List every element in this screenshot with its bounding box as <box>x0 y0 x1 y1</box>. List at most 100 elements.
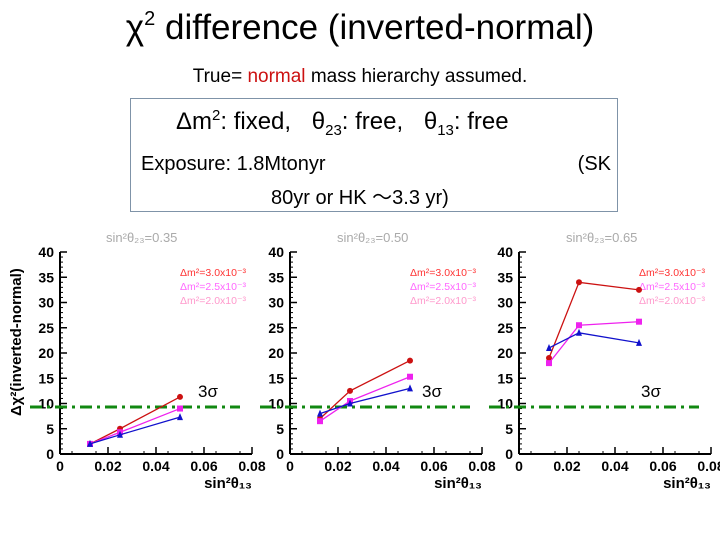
panel2-y-tick-label: 30 <box>268 295 284 311</box>
panel3-data-point-triangle <box>546 343 552 351</box>
chi-symbol: χ <box>125 8 145 47</box>
panel1-x-tick-label: 0.06 <box>190 458 217 474</box>
panel2-x-tick-label: 0.06 <box>420 458 447 474</box>
panel3-data-point-circle <box>546 355 552 362</box>
panel2-y-tick-label: 5 <box>276 421 284 437</box>
panel2-legend-entry: Δm²=3.0x10⁻³ <box>410 267 476 279</box>
panel3-legend-entry: Δm²=2.0x10⁻³ <box>639 295 705 307</box>
panel1-legend-entry: Δm²=2.0x10⁻³ <box>180 295 246 307</box>
panel3-data-point-square <box>636 318 642 325</box>
panel2-x-tick-label: 0.02 <box>324 458 351 474</box>
panel2-legend-entry: Δm²=2.0x10⁻³ <box>410 295 476 307</box>
panel3-legend-entry: Δm²=2.5x10⁻³ <box>639 281 705 293</box>
panel2-y-tick-label: 10 <box>268 396 284 412</box>
panel1-series-line <box>89 407 181 445</box>
panel3-y-tick-label: 35 <box>497 269 513 285</box>
subtitle: True= normal mass hierarchy assumed. <box>0 66 720 88</box>
panel3-legend-entry: Δm²=3.0x10⁻³ <box>639 267 705 279</box>
theta23-status: : free, <box>341 108 404 135</box>
panel2-x-tick-label: 0.08 <box>468 458 495 474</box>
panel3-data-point-circle <box>636 286 642 293</box>
panel3-data-point-square <box>576 322 582 329</box>
panel3-x-tick-label: 0.08 <box>697 458 720 474</box>
panel3-y-tick-label: 10 <box>497 396 513 412</box>
panel1-y-axis-label: Δχ²(inverted-normal) <box>8 268 25 416</box>
panel3-series-line <box>548 321 640 364</box>
panel1-y-tick-label: 0 <box>46 446 54 462</box>
panel2-y-tick-label: 15 <box>268 370 284 386</box>
theta13-subscript: 13 <box>437 121 454 139</box>
chi-exponent: 2 <box>144 8 156 30</box>
panel1-data-point-circle <box>177 393 183 400</box>
panel1-legend-entry: Δm²=2.5x10⁻³ <box>180 281 246 293</box>
panel2-data-point-square <box>317 418 323 425</box>
theta23-subscript: 23 <box>325 121 342 139</box>
panel3-title: sin²θ₂₃=0.65 <box>566 230 637 245</box>
dm2-status: : fixed, <box>220 108 292 135</box>
panel2-x-axis-label: sin²θ₁₃ <box>434 475 482 492</box>
subtitle-highlight: normal <box>247 66 306 87</box>
panel2-y-tick-label: 20 <box>268 345 284 361</box>
dm2-symbol: Δm <box>176 108 213 135</box>
sk-label: (SK <box>577 153 611 175</box>
panel2-data-point-square <box>407 373 413 380</box>
panel2-x-tick-label: 0.04 <box>372 458 399 474</box>
panel2-y-tick-label: 25 <box>268 320 284 336</box>
panel1-legend-entry: Δm²=3.0x10⁻³ <box>180 267 246 279</box>
panel3-x-tick-label: 0.02 <box>553 458 580 474</box>
panel2-data-point-circle <box>407 357 413 364</box>
panel3-y-tick-label: 40 <box>497 244 513 260</box>
panel2-legend-entry: Δm²=2.5x10⁻³ <box>410 281 476 293</box>
panel1-x-tick-label: 0.04 <box>142 458 169 474</box>
title-text: difference (inverted-normal) <box>164 8 595 47</box>
dm2-exponent: 2 <box>212 107 221 124</box>
panel3-sigma-label: 3σ <box>641 382 661 401</box>
panel2-y-tick-label: 0 <box>276 446 284 462</box>
panel2-y-tick-label: 35 <box>268 269 284 285</box>
panel2-y-tick-label: 40 <box>268 244 284 260</box>
theta13-symbol: θ <box>423 108 438 135</box>
panel3-y-tick-label: 20 <box>497 345 513 361</box>
panel1-data-point-triangle <box>87 439 93 447</box>
panel3-y-tick-label: 5 <box>505 421 513 437</box>
panel2-data-point-triangle <box>347 399 353 407</box>
panel1-y-tick-label: 35 <box>38 269 54 285</box>
panel3-data-point-triangle <box>576 328 582 336</box>
panel1-y-tick-label: 15 <box>38 370 54 386</box>
panel3-x-tick-label: 0.06 <box>649 458 676 474</box>
panel3-x-axis-label: sin²θ₁₃ <box>663 475 711 492</box>
panel1-y-tick-label: 25 <box>38 320 54 336</box>
panel1-x-axis-label: sin²θ₁₃ <box>204 475 252 492</box>
panel2-data-point-triangle <box>317 409 323 417</box>
panel1-series-line <box>89 396 181 445</box>
subtitle-post: mass hierarchy assumed. <box>310 66 528 87</box>
panel2-sigma-label: 3σ <box>422 382 442 401</box>
panel1-x-tick-label: 0.02 <box>94 458 121 474</box>
panel1-y-tick-label: 40 <box>38 244 54 260</box>
panel3-data-point-square <box>546 360 552 367</box>
theta13-status: : free <box>453 108 509 135</box>
panel2-data-point-circle <box>347 387 353 394</box>
parameter-info-box: Δm2: fixed, θ23: free, θ13: free Exposur… <box>130 98 618 212</box>
panel3-data-point-circle <box>576 279 582 286</box>
parameter-line: Δm2: fixed, θ23: free, θ13: free <box>176 107 509 139</box>
panel1-sigma-label: 3σ <box>198 382 218 401</box>
panel3-x-tick-label: 0 <box>515 458 523 474</box>
page-title: χ2 difference (inverted-normal) <box>0 8 720 48</box>
panel1-x-tick-label: 0.08 <box>238 458 265 474</box>
panel1-title: sin²θ₂₃=0.35 <box>106 230 177 245</box>
panel1-y-tick-label: 30 <box>38 295 54 311</box>
panel1-data-point-triangle <box>117 430 123 438</box>
panel3-y-tick-label: 25 <box>497 320 513 336</box>
panel2-series-line <box>319 387 411 415</box>
panel3-data-point-triangle <box>636 338 642 346</box>
panel1-data-point-triangle <box>177 413 183 421</box>
years-text: 80yr or HK ～3.3 yr) <box>271 187 449 209</box>
panel3-y-tick-label: 15 <box>497 370 513 386</box>
panel2-x-tick-label: 0 <box>286 458 294 474</box>
panel2-title: sin²θ₂₃=0.50 <box>337 230 408 245</box>
panel1-y-tick-label: 10 <box>38 396 54 412</box>
panel2-series-line <box>319 359 411 420</box>
exposure-text: Exposure: 1.8Mtonyr <box>141 153 326 175</box>
